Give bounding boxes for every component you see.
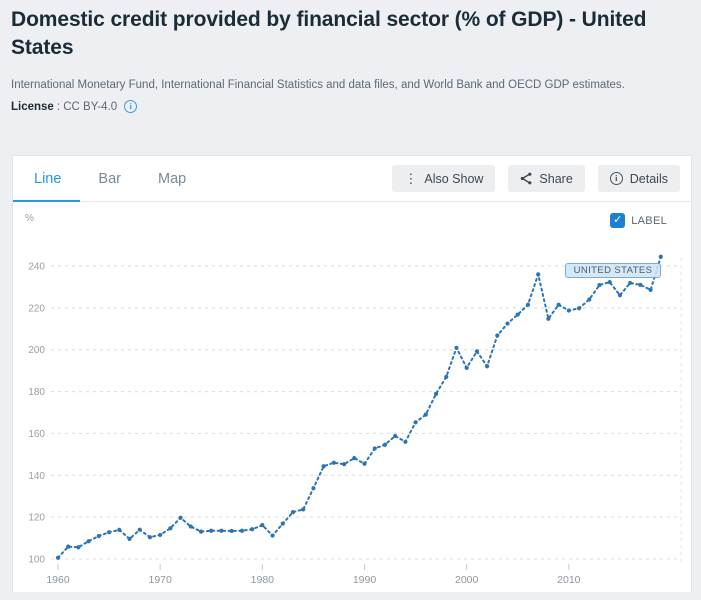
svg-text:220: 220 [28,303,45,314]
tab-line[interactable]: Line [34,170,62,187]
info-circle-icon: i [609,172,623,185]
license-value: : CC BY-4.0 [56,100,118,113]
chart-card: Line Bar Map ⋮ Also Show Share [12,155,692,592]
license-row: License : CC BY-4.0 i [11,100,689,114]
svg-text:2000: 2000 [455,574,479,586]
series-label-united-states[interactable]: UNITED STATES [565,263,661,278]
svg-text:1980: 1980 [251,574,275,586]
chart-toolbar: ⋮ Also Show Share i Details [392,165,680,192]
svg-text:120: 120 [28,513,45,524]
kebab-vertical-icon: ⋮ [404,171,418,186]
also-show-label: Also Show [424,171,484,186]
info-circle-icon[interactable]: i [124,100,138,114]
tab-bar[interactable]: Bar [98,170,121,187]
license-label: License [11,100,54,113]
share-button[interactable]: Share [508,165,585,192]
checkmark-icon[interactable]: ✓ [610,213,626,228]
also-show-button[interactable]: ⋮ Also Show [392,165,496,192]
page-header: Domestic credit provided by financial se… [11,6,689,114]
svg-text:1960: 1960 [46,574,70,586]
label-checkbox-label: LABEL [631,214,667,227]
svg-text:180: 180 [28,387,45,398]
label-checkbox[interactable]: ✓ LABEL [610,213,667,228]
chart-area: % ✓ LABEL 100 120 140 160 180 200 220 240 1960 19… [13,202,691,592]
details-label: Details [629,171,668,186]
svg-text:1970: 1970 [148,574,172,586]
tab-map[interactable]: Map [158,170,187,187]
svg-text:160: 160 [28,429,45,440]
svg-text:2010: 2010 [557,574,581,586]
svg-text:100: 100 [28,555,45,566]
svg-text:200: 200 [28,345,45,356]
share-label: Share [539,171,573,186]
chart-tab-bar: Line Bar Map ⋮ Also Show Share [13,156,691,203]
y-axis-unit-label: % [25,213,34,224]
source-description: International Monetary Fund, Internation… [11,78,625,91]
svg-text:1990: 1990 [353,574,377,586]
svg-text:240: 240 [28,261,45,272]
page-title: Domestic credit provided by financial se… [11,8,647,59]
share-nodes-icon [521,172,532,185]
svg-text:140: 140 [28,471,45,482]
details-button[interactable]: i Details [597,165,680,192]
active-tab-indicator [13,200,80,203]
chart-svg[interactable]: 100 120 140 160 180 200 220 240 1960 1970 1980 1990… [13,202,693,592]
